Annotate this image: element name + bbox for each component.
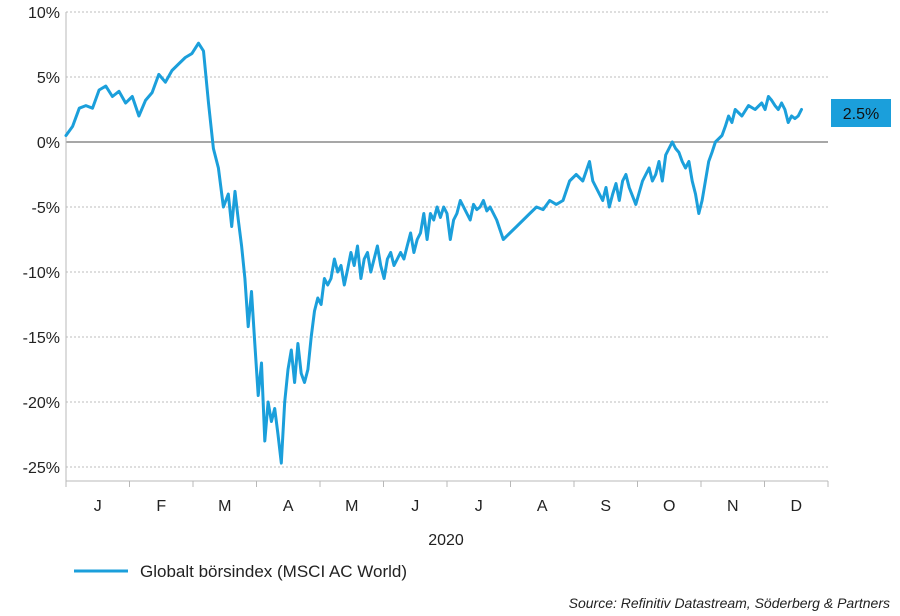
gridlines [66, 11, 828, 468]
y-tick-label: -25% [23, 460, 60, 477]
x-tick-label: J [94, 498, 102, 515]
y-tick-label: 5% [37, 70, 60, 87]
y-tick-label: -15% [23, 330, 60, 347]
x-tick-label: D [790, 498, 802, 515]
x-tick-label: J [411, 498, 419, 515]
x-tick-label: O [663, 498, 675, 515]
x-tick-label: M [345, 498, 358, 515]
legend: Globalt börsindex (MSCI AC World) [74, 562, 407, 581]
y-tick-label: 0% [37, 135, 60, 152]
end-value-label-text: 2.5% [843, 106, 879, 123]
x-tick-label: A [537, 498, 548, 515]
end-value-label: 2.5% [831, 99, 891, 127]
source-note: Source: Refinitiv Datastream, Söderberg … [569, 595, 890, 611]
y-axis-ticks: 10% 5% 0% -5% -10% -15% -20% -25% [23, 5, 60, 477]
end-value-label-box [831, 99, 891, 127]
x-tick-label: J [475, 498, 483, 515]
x-tick-label: M [218, 498, 231, 515]
x-tick-label: N [727, 498, 739, 515]
x-tick-label: A [283, 498, 294, 515]
series-line-msci-acwi [64, 41, 803, 465]
x-tick-label: S [600, 498, 611, 515]
legend-entry-label: Globalt börsindex (MSCI AC World) [140, 562, 407, 581]
x-axis-title: 2020 [428, 532, 464, 549]
x-tick-label: F [156, 498, 166, 515]
y-tick-label: -20% [23, 395, 60, 412]
y-tick-label: -5% [32, 200, 60, 217]
y-tick-label: 10% [28, 5, 60, 22]
y-tick-label: -10% [23, 265, 60, 282]
